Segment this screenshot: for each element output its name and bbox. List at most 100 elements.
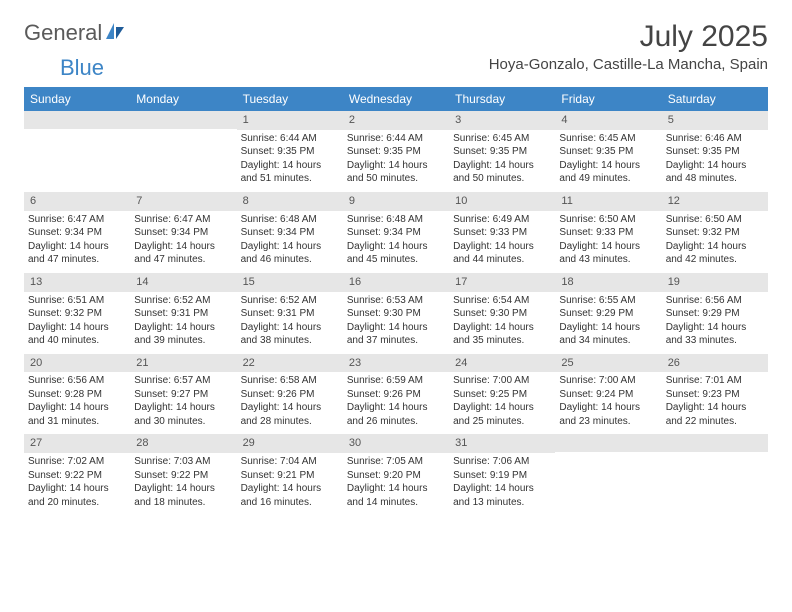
day-cell: 5 Sunrise: 6:46 AMSunset: 9:35 PMDaylight…: [662, 111, 768, 192]
empty-day-header: [662, 434, 768, 452]
dow-header-cell: Monday: [130, 87, 236, 111]
day-cell: 27Sunrise: 7:02 AMSunset: 9:22 PMDayligh…: [24, 434, 130, 515]
day-body: Sunrise: 6:52 AMSunset: 9:31 PMDaylight:…: [130, 292, 236, 354]
sunrise-text: Sunrise: 6:56 AM: [666, 294, 764, 308]
week-row: 6Sunrise: 6:47 AMSunset: 9:34 PMDaylight…: [24, 192, 768, 273]
calendar-page: General July 2025 Hoya-Gonzalo, Castille…: [0, 0, 792, 535]
day-cell: 1Sunrise: 6:44 AMSunset: 9:35 PMDaylight…: [237, 111, 343, 192]
day-number: 7: [130, 192, 236, 211]
sunset-text: Sunset: 9:32 PM: [666, 226, 764, 240]
sunset-text: Sunset: 9:27 PM: [134, 388, 232, 402]
day-cell: 19Sunrise: 6:56 AMSunset: 9:29 PMDayligh…: [662, 273, 768, 354]
sunrise-text: Sunrise: 6:46 AM: [666, 132, 764, 146]
day-number: 4: [555, 111, 661, 130]
day-cell: [555, 434, 661, 515]
sunrise-text: Sunrise: 6:59 AM: [347, 374, 445, 388]
day-body: Sunrise: 7:00 AMSunset: 9:25 PMDaylight:…: [449, 372, 555, 434]
sunset-text: Sunset: 9:31 PM: [134, 307, 232, 321]
sunrise-text: Sunrise: 6:47 AM: [28, 213, 126, 227]
weeks-container: 1Sunrise: 6:44 AMSunset: 9:35 PMDaylight…: [24, 111, 768, 515]
sunset-text: Sunset: 9:35 PM: [347, 145, 445, 159]
sunset-text: Sunset: 9:35 PM: [666, 145, 764, 159]
day-body: Sunrise: 6:51 AMSunset: 9:32 PMDaylight:…: [24, 292, 130, 354]
sunrise-text: Sunrise: 7:03 AM: [134, 455, 232, 469]
sunset-text: Sunset: 9:22 PM: [134, 469, 232, 483]
daylight-text: Daylight: 14 hours and 37 minutes.: [347, 321, 445, 348]
sunset-text: Sunset: 9:21 PM: [241, 469, 339, 483]
day-number: 20: [24, 354, 130, 373]
day-cell: 17Sunrise: 6:54 AMSunset: 9:30 PMDayligh…: [449, 273, 555, 354]
day-number: 5: [662, 111, 768, 130]
daylight-text: Daylight: 14 hours and 16 minutes.: [241, 482, 339, 509]
day-cell: 28Sunrise: 7:03 AMSunset: 9:22 PMDayligh…: [130, 434, 236, 515]
day-cell: 4Sunrise: 6:45 AMSunset: 9:35 PMDaylight…: [555, 111, 661, 192]
dow-header-cell: Saturday: [662, 87, 768, 111]
day-cell: 8Sunrise: 6:48 AMSunset: 9:34 PMDaylight…: [237, 192, 343, 273]
day-cell: 3Sunrise: 6:45 AMSunset: 9:35 PMDaylight…: [449, 111, 555, 192]
sunset-text: Sunset: 9:24 PM: [559, 388, 657, 402]
day-cell: 21Sunrise: 6:57 AMSunset: 9:27 PMDayligh…: [130, 354, 236, 435]
day-body: Sunrise: 6:48 AMSunset: 9:34 PMDaylight:…: [343, 211, 449, 273]
sunrise-text: Sunrise: 6:54 AM: [453, 294, 551, 308]
sunset-text: Sunset: 9:30 PM: [347, 307, 445, 321]
sunrise-text: Sunrise: 7:01 AM: [666, 374, 764, 388]
week-row: 1Sunrise: 6:44 AMSunset: 9:35 PMDaylight…: [24, 111, 768, 192]
sunset-text: Sunset: 9:23 PM: [666, 388, 764, 402]
daylight-text: Daylight: 14 hours and 42 minutes.: [666, 240, 764, 267]
brand-part2: Blue: [60, 55, 104, 81]
day-cell: 24Sunrise: 7:00 AMSunset: 9:25 PMDayligh…: [449, 354, 555, 435]
daylight-text: Daylight: 14 hours and 51 minutes.: [241, 159, 339, 186]
day-number: 14: [130, 273, 236, 292]
daylight-text: Daylight: 14 hours and 48 minutes.: [666, 159, 764, 186]
day-number: 23: [343, 354, 449, 373]
day-cell: 26Sunrise: 7:01 AMSunset: 9:23 PMDayligh…: [662, 354, 768, 435]
daylight-text: Daylight: 14 hours and 14 minutes.: [347, 482, 445, 509]
day-number: 9: [343, 192, 449, 211]
dow-header-cell: Thursday: [449, 87, 555, 111]
day-body: Sunrise: 6:56 AMSunset: 9:28 PMDaylight:…: [24, 372, 130, 434]
day-body: Sunrise: 6:47 AMSunset: 9:34 PMDaylight:…: [130, 211, 236, 273]
sunset-text: Sunset: 9:34 PM: [28, 226, 126, 240]
day-body: Sunrise: 6:52 AMSunset: 9:31 PMDaylight:…: [237, 292, 343, 354]
sunrise-text: Sunrise: 6:44 AM: [347, 132, 445, 146]
day-cell: 15Sunrise: 6:52 AMSunset: 9:31 PMDayligh…: [237, 273, 343, 354]
day-body: Sunrise: 6:54 AMSunset: 9:30 PMDaylight:…: [449, 292, 555, 354]
day-number: 31: [449, 434, 555, 453]
day-body: Sunrise: 6:58 AMSunset: 9:26 PMDaylight:…: [237, 372, 343, 434]
sunrise-text: Sunrise: 6:50 AM: [666, 213, 764, 227]
daylight-text: Daylight: 14 hours and 25 minutes.: [453, 401, 551, 428]
sunset-text: Sunset: 9:28 PM: [28, 388, 126, 402]
day-number: 22: [237, 354, 343, 373]
day-cell: [130, 111, 236, 192]
sunset-text: Sunset: 9:34 PM: [241, 226, 339, 240]
daylight-text: Daylight: 14 hours and 23 minutes.: [559, 401, 657, 428]
sunset-text: Sunset: 9:26 PM: [347, 388, 445, 402]
day-number: 11: [555, 192, 661, 211]
empty-day-header: [130, 111, 236, 129]
day-cell: 23Sunrise: 6:59 AMSunset: 9:26 PMDayligh…: [343, 354, 449, 435]
day-body: Sunrise: 7:01 AMSunset: 9:23 PMDaylight:…: [662, 372, 768, 434]
day-body: Sunrise: 6:50 AMSunset: 9:33 PMDaylight:…: [555, 211, 661, 273]
day-number: 30: [343, 434, 449, 453]
day-body: Sunrise: 6:49 AMSunset: 9:33 PMDaylight:…: [449, 211, 555, 273]
day-body: Sunrise: 7:02 AMSunset: 9:22 PMDaylight:…: [24, 453, 130, 515]
day-body: Sunrise: 6:55 AMSunset: 9:29 PMDaylight:…: [555, 292, 661, 354]
sunrise-text: Sunrise: 6:48 AM: [241, 213, 339, 227]
sunset-text: Sunset: 9:32 PM: [28, 307, 126, 321]
day-cell: 6Sunrise: 6:47 AMSunset: 9:34 PMDaylight…: [24, 192, 130, 273]
day-body: Sunrise: 7:06 AMSunset: 9:19 PMDaylight:…: [449, 453, 555, 515]
day-number: 2: [343, 111, 449, 130]
sunrise-text: Sunrise: 6:52 AM: [241, 294, 339, 308]
day-number: 16: [343, 273, 449, 292]
day-number: 27: [24, 434, 130, 453]
day-number: 13: [24, 273, 130, 292]
dow-header-cell: Wednesday: [343, 87, 449, 111]
sunrise-text: Sunrise: 6:47 AM: [134, 213, 232, 227]
week-row: 20Sunrise: 6:56 AMSunset: 9:28 PMDayligh…: [24, 354, 768, 435]
day-number: 12: [662, 192, 768, 211]
location-text: Hoya-Gonzalo, Castille-La Mancha, Spain: [489, 56, 768, 73]
brand-logo: General: [24, 20, 128, 46]
day-body: Sunrise: 6:45 AMSunset: 9:35 PMDaylight:…: [449, 130, 555, 192]
daylight-text: Daylight: 14 hours and 40 minutes.: [28, 321, 126, 348]
day-cell: 16Sunrise: 6:53 AMSunset: 9:30 PMDayligh…: [343, 273, 449, 354]
